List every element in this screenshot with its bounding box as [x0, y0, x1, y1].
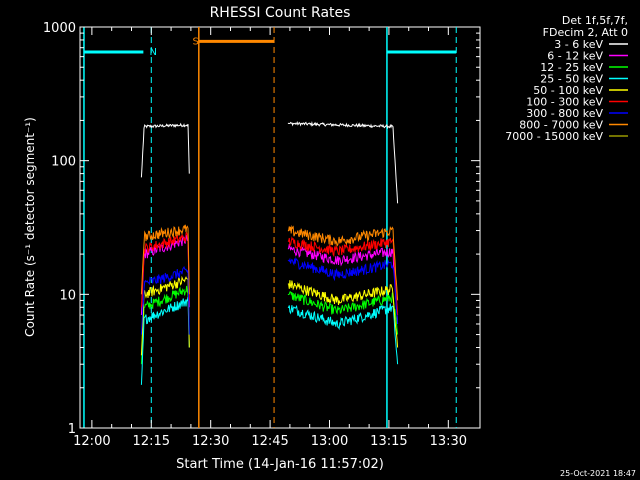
legend-entry-label: 3 - 6 keV [554, 38, 603, 51]
legend-entry-label: 6 - 12 keV [547, 50, 603, 63]
x-tick-label: 13:15 [370, 434, 407, 449]
series-line [287, 303, 399, 365]
legend-entry-label: 12 - 25 keV [540, 61, 603, 74]
x-tick-label: 12:15 [133, 434, 170, 449]
y-tick-label: 100 [51, 155, 76, 170]
series-line [140, 122, 190, 178]
marker-label: S [192, 36, 198, 47]
series-line [287, 224, 399, 301]
y-tick-label: 1000 [43, 21, 76, 36]
series-line [287, 120, 399, 204]
legend-entry-label: 50 - 100 keV [533, 84, 603, 97]
legend-entry-label: 100 - 300 keV [526, 96, 603, 109]
plot-frame [79, 26, 481, 429]
series-line [140, 266, 190, 335]
legend-entry-label: 300 - 800 keV [526, 107, 603, 120]
series-line [140, 285, 190, 365]
series-line [287, 256, 399, 325]
series-line [140, 275, 190, 356]
series-line [287, 291, 399, 335]
y-axis: 1 10 100 1000 [43, 21, 480, 437]
legend-entry-label: 7000 - 15000 keV [505, 130, 603, 143]
chart-title: RHESSI Count Rates [210, 5, 351, 21]
y-tick-label: 10 [59, 288, 76, 303]
legend-entry-label: 800 - 7000 keV [519, 119, 603, 132]
x-axis-label: Start Time (14-Jan-16 11:57:02) [176, 457, 384, 472]
series-line [287, 236, 399, 316]
legend-header: Det 1f,5f,7f, [562, 14, 628, 27]
series-line [140, 296, 190, 385]
x-axis: 12:00 12:15 12:30 12:45 13:00 13:15 13:30 [73, 27, 467, 449]
series-line [140, 224, 190, 295]
x-tick-label: 12:00 [73, 434, 110, 449]
marker-label: N [150, 47, 157, 58]
plot-area: NS [79, 26, 481, 429]
x-tick-label: 12:45 [251, 434, 288, 449]
x-tick-label: 13:00 [311, 434, 348, 449]
legend-entry-label: 25 - 50 keV [540, 73, 603, 86]
x-tick-label: 13:30 [430, 434, 467, 449]
y-axis-label: Count Rate (s⁻¹ detector segment⁻¹) [23, 117, 37, 337]
timestamp: 25-Oct-2021 18:47 [560, 469, 636, 478]
legend-header: FDecim 2, Att 0 [543, 26, 628, 39]
x-tick-label: 12:30 [192, 434, 229, 449]
y-tick-label: 1 [68, 422, 76, 437]
series-line [140, 231, 190, 308]
series-line [287, 244, 399, 325]
series-line [287, 280, 399, 348]
